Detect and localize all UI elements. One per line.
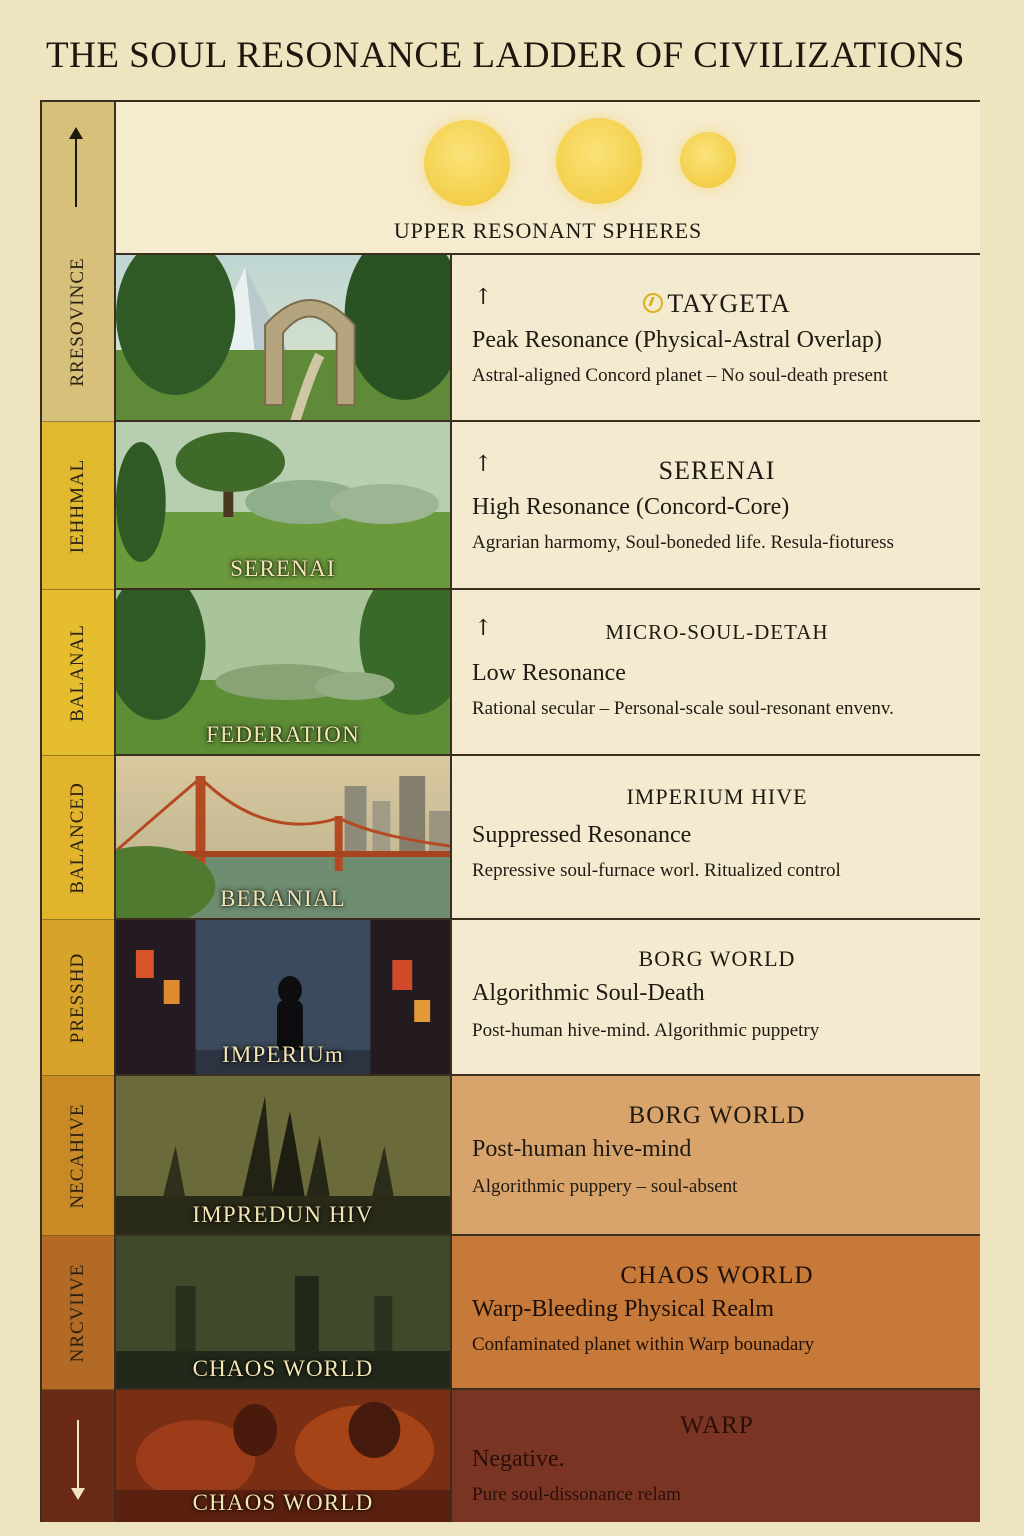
image-caption: SERENAI: [230, 556, 336, 581]
tier-text: ↑ TAYGETA Peak Resonance (Physical-Astra…: [454, 255, 980, 420]
tier-image: IMPERIUm: [116, 920, 452, 1074]
tier-name: BORG WORLD: [628, 1102, 806, 1129]
image-caption: FEDERATION: [206, 722, 360, 747]
tier-row: CHAOS WORLD CHAOS WORLD Warp-Bleeding Ph…: [116, 1236, 980, 1390]
bar-segment-2: BALANAL: [42, 590, 114, 756]
resonance-bar: RRESOVINCE IEHHMAL BALANAL BALANCED PRES…: [42, 102, 116, 1522]
tier-image: FEDERATION: [116, 590, 452, 754]
bar-segment-5: NECAHIVE: [42, 1076, 114, 1236]
tier-level: Peak Resonance (Physical-Astral Overlap): [472, 327, 882, 353]
bar-label: NRCVIIVE: [67, 1263, 88, 1362]
bar-segment-3: BALANCED: [42, 756, 114, 920]
tier-desc: Pure soul-dissonance relam: [472, 1484, 681, 1505]
tier-name: SERENAI: [658, 456, 776, 485]
tier-desc: Post-human hive-mind. Algorithmic puppet…: [472, 1020, 820, 1041]
tier-image: CHAOS WORLD: [116, 1390, 452, 1522]
image-caption: BERANIAL: [220, 886, 346, 911]
tier-row: CHAOS WORLD WARP Negative. Pure soul-dis…: [116, 1390, 980, 1522]
bar-segment-1: IEHHMAL: [42, 422, 114, 590]
tier-image: IMPREDUN HIV: [116, 1076, 452, 1234]
image-caption: CHAOS WORLD: [192, 1490, 374, 1515]
tier-level: Algorithmic Soul-Death: [472, 980, 705, 1006]
bar-segment-7: [42, 1390, 114, 1522]
tier-name: IMPERIUM HIVE: [626, 784, 808, 809]
tier-image: CHAOS WORLD: [116, 1236, 452, 1388]
emblem-icon: [643, 293, 664, 313]
tier-level: Suppressed Resonance: [472, 822, 692, 848]
sphere-icon: [556, 118, 642, 204]
up-arrow-icon: ↑: [474, 452, 493, 477]
scene-illustration: [116, 590, 450, 754]
tier-row: FEDERATION ↑ MICRO-SOUL-DETAH Low Resona…: [116, 590, 980, 756]
tier-level: Post-human hive-mind: [472, 1136, 692, 1162]
bar-segment-0: RRESOVINCE: [42, 102, 114, 422]
spheres-label: UPPER RESONANT SPHERES: [393, 218, 703, 243]
tier-row: BERANIAL IMPERIUM HIVE Suppressed Resona…: [116, 756, 980, 920]
tier-row: SERENAI ↑ SERENAI High Resonance (Concor…: [116, 422, 980, 590]
tier-desc: Agrarian harmomy, Soul-boneded life. Res…: [472, 532, 894, 553]
tier-row: IMPERIUm BORG WORLD Algorithmic Soul-Dea…: [116, 920, 980, 1076]
bar-segment-4: PRESSHD: [42, 920, 114, 1076]
tier-image: SERENAI: [116, 422, 452, 588]
tier-level: Low Resonance: [472, 660, 626, 686]
tier-desc: Algorithmic puppery – soul-absent: [472, 1176, 738, 1197]
upper-spheres-row: UPPER RESONANT SPHERES: [116, 102, 980, 255]
tier-name: BORG WORLD: [638, 946, 796, 971]
bar-label: BALANCED: [67, 781, 88, 894]
bar-label: NECAHIVE: [67, 1102, 88, 1209]
tier-text: ↑ SERENAI High Resonance (Concord-Core) …: [454, 422, 980, 588]
tier-name: MICRO-SOUL-DETAH: [605, 620, 829, 644]
scene-illustration: [116, 1236, 450, 1388]
tier-text: ↑ MICRO-SOUL-DETAH Low Resonance Rationa…: [454, 590, 980, 754]
tier-text: BORG WORLD Algorithmic Soul-Death Post-h…: [454, 920, 980, 1074]
tier-name: TAYGETA: [454, 289, 980, 319]
scene-illustration: [116, 920, 450, 1074]
up-arrow-icon: [69, 127, 83, 207]
tier-name: CHAOS WORLD: [620, 1262, 814, 1289]
page-title: THE SOUL RESONANCE LADDER OF CIVILIZATIO…: [46, 35, 965, 76]
sphere-icon: [424, 120, 510, 206]
scene-illustration: [116, 255, 450, 420]
image-caption: IMPREDUN HIV: [192, 1202, 374, 1227]
tier-image: [116, 255, 452, 420]
scene-illustration: [116, 1390, 450, 1522]
scene-illustration: [116, 756, 450, 918]
tier-text: WARP Negative. Pure soul-dissonance rela…: [454, 1390, 980, 1522]
bar-label: IEHHMAL: [67, 458, 88, 553]
tier-level: High Resonance (Concord-Core): [472, 494, 790, 520]
tier-desc: Astral-aligned Concord planet – No soul-…: [472, 365, 888, 386]
image-caption: CHAOS WORLD: [192, 1356, 374, 1381]
bar-segment-6: NRCVIIVE: [42, 1236, 114, 1390]
up-arrow-icon: ↑: [474, 285, 493, 310]
tier-desc: Confaminated planet within Warp bounadar…: [472, 1334, 815, 1355]
tier-image: BERANIAL: [116, 756, 452, 918]
tier-desc: Rational secular – Personal-scale soul-r…: [472, 698, 894, 719]
up-arrow-icon: ↑: [474, 616, 493, 641]
tier-text: BORG WORLD Post-human hive-mind Algorith…: [454, 1076, 980, 1234]
tier-desc: Repressive soul-furnace worl. Ritualized…: [472, 860, 841, 881]
tier-level: Negative.: [472, 1446, 565, 1472]
tier-row: ↑ TAYGETA Peak Resonance (Physical-Astra…: [116, 255, 980, 422]
bar-label: RRESOVINCE: [67, 257, 88, 387]
bar-label: PRESSHD: [67, 952, 88, 1043]
bar-label: BALANAL: [67, 623, 88, 722]
ladder-frame: RRESOVINCE IEHHMAL BALANAL BALANCED PRES…: [40, 100, 980, 1522]
tier-text: CHAOS WORLD Warp-Bleeding Physical Realm…: [454, 1236, 980, 1388]
scene-illustration: [116, 1076, 450, 1234]
sphere-icon: [680, 132, 736, 188]
tier-text: IMPERIUM HIVE Suppressed Resonance Repre…: [454, 756, 980, 918]
tier-level: Warp-Bleeding Physical Realm: [472, 1296, 774, 1322]
image-caption: IMPERIUm: [221, 1042, 345, 1067]
scene-illustration: [116, 422, 450, 588]
tier-name: WARP: [680, 1412, 754, 1439]
tier-row: IMPREDUN HIV BORG WORLD Post-human hive-…: [116, 1076, 980, 1236]
down-arrow-icon: [71, 1420, 85, 1500]
